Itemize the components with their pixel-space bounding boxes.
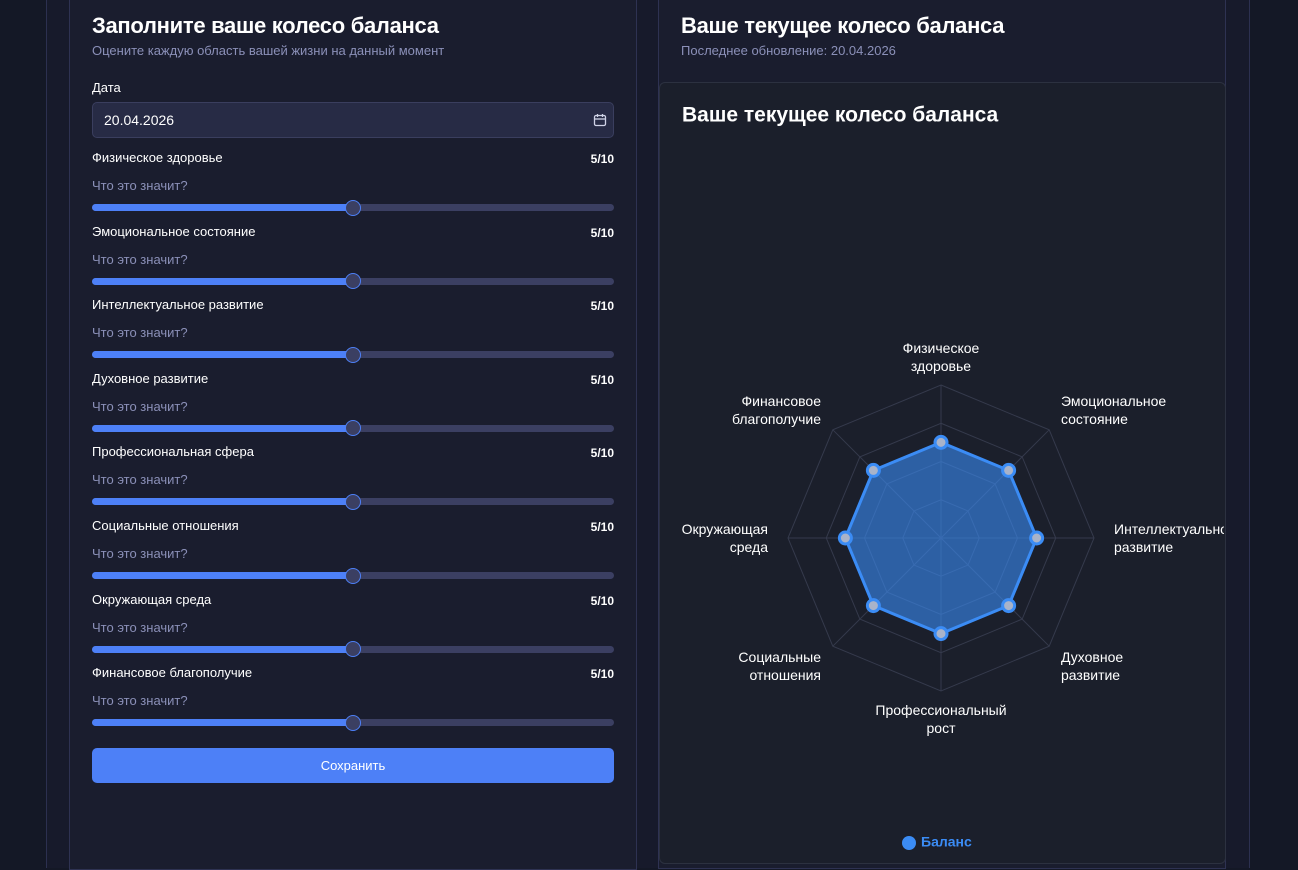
data-point <box>1029 530 1045 546</box>
data-point <box>865 462 881 478</box>
category-label: Окружающая среда <box>682 521 769 555</box>
slider-hint[interactable]: Что это значит? <box>92 693 188 709</box>
category-label: Духовное развитие <box>1061 649 1123 683</box>
slider-fill <box>92 719 353 727</box>
slider-label: Интеллектуальное развитие <box>92 297 264 313</box>
date-value: 20.04.2026 <box>104 112 175 128</box>
save-button[interactable]: Сохранить <box>92 748 614 783</box>
data-point <box>1001 462 1017 478</box>
slider-fill <box>92 424 353 432</box>
slider-hint[interactable]: Что это значит? <box>92 472 188 488</box>
slider-label: Финансовое благополучие <box>92 665 253 681</box>
radar-chart: Ваше текущее колесо баланса Физическое зд… <box>682 104 1224 850</box>
slider-fill <box>92 498 353 506</box>
slider-hint[interactable]: Что это значит? <box>92 325 188 341</box>
slider-value: 5/10 <box>590 593 614 608</box>
slider-value: 5/10 <box>590 520 614 534</box>
form-subtitle: Оцените каждую область вашей жизни на да… <box>92 43 445 58</box>
header-title: Ваше текущее колесо баланса <box>681 13 1005 38</box>
slider-knob[interactable] <box>345 199 361 216</box>
slider-knob[interactable] <box>345 714 361 731</box>
slider-value: 5/10 <box>590 225 614 240</box>
slider-label: Окружающая среда <box>92 591 212 607</box>
data-point <box>933 626 949 642</box>
slider-fill <box>92 351 353 359</box>
slider-label: Духовное развитие <box>92 370 209 386</box>
calendar-icon <box>593 114 607 127</box>
slider-label: Профессиональная сфера <box>92 444 254 460</box>
slider-fill <box>92 572 353 579</box>
category-label: Физическое здоровье <box>903 340 980 374</box>
slider-value: 5/10 <box>590 299 614 314</box>
slider-label: Эмоциональное состояние <box>92 223 256 239</box>
header-updated: Последнее обновление: 20.04.2026 <box>681 43 896 58</box>
slider-hint[interactable]: Что это значит? <box>92 251 188 267</box>
slider-fill <box>92 277 353 285</box>
slider-knob[interactable] <box>345 641 361 658</box>
category-label: Интеллектуальное развитие <box>1114 521 1224 555</box>
chart-title: Ваше текущее колесо баланса <box>682 104 999 127</box>
slider-knob[interactable] <box>345 567 361 584</box>
slider-hint[interactable]: Что это значит? <box>92 546 188 561</box>
slider-fill <box>92 204 353 211</box>
category-label: Эмоциональное состояние <box>1061 393 1166 427</box>
slider-knob[interactable] <box>345 346 361 363</box>
slider-hint[interactable]: Что это значит? <box>92 619 188 635</box>
form-title: Заполните ваше колесо баланса <box>92 13 439 38</box>
category-label: Профессиональный рост <box>875 702 1006 736</box>
slider-value: 5/10 <box>590 446 614 461</box>
date-input[interactable]: 20.04.2026 <box>92 102 614 138</box>
date-label: Дата <box>92 80 121 95</box>
legend-swatch <box>902 836 916 850</box>
category-label: Социальные отношения <box>738 649 821 683</box>
slider-knob[interactable] <box>345 493 361 510</box>
slider-value: 5/10 <box>590 372 614 387</box>
data-point <box>933 434 949 450</box>
category-label: Финансовое благополучие <box>732 393 821 427</box>
slider-value: 5/10 <box>590 667 614 682</box>
data-point <box>1001 598 1017 614</box>
slider-fill <box>92 645 353 653</box>
slider-knob[interactable] <box>345 420 361 437</box>
data-point <box>865 598 881 614</box>
legend-label: Баланс <box>921 834 972 850</box>
slider-knob[interactable] <box>345 273 361 290</box>
slider-label: Социальные отношения <box>92 518 239 533</box>
slider-hint[interactable]: Что это значит? <box>92 398 188 414</box>
slider-label: Физическое здоровье <box>92 150 223 165</box>
slider-value: 5/10 <box>590 152 614 166</box>
slider-hint[interactable]: Что это значит? <box>92 178 188 193</box>
data-point <box>837 530 853 546</box>
